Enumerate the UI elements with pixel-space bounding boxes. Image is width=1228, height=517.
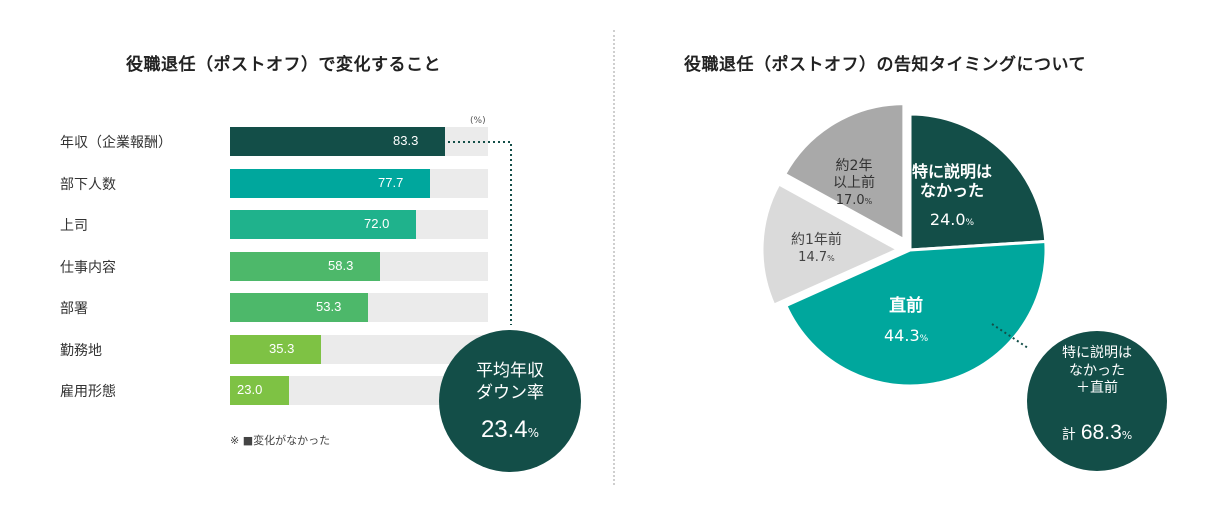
bar <box>230 127 445 156</box>
total-callout-prefix: 計 <box>1061 427 1076 443</box>
callout-value: 23.4 <box>480 416 528 443</box>
pie-slice <box>783 239 1048 388</box>
bar-track: 72.0 <box>230 210 488 239</box>
bar-value-label: 23.0 <box>237 382 263 397</box>
category-label: 部下人数 <box>60 177 116 193</box>
callout-line2: ダウン率 <box>476 383 544 403</box>
category-label: 勤務地 <box>60 343 102 359</box>
total-callout-unit: % <box>1121 429 1133 442</box>
slice-label-two-years: 約2年 以上前 17.0% <box>833 158 875 208</box>
pie-slice <box>782 102 906 243</box>
bar <box>230 335 321 364</box>
total-callout-line1: 特に説明は <box>1062 345 1132 361</box>
average-income-callout: 平均年収 ダウン率 23.4% <box>439 330 581 472</box>
pie-slice <box>760 181 902 308</box>
callout-unit: % <box>527 426 540 440</box>
total-callout-value: 68.3 <box>1080 421 1122 444</box>
bar <box>230 210 416 239</box>
slice-label-just-before: 直前 44.3% <box>884 296 929 346</box>
unit-label: (%) <box>470 116 486 126</box>
bar-value-label: 58.3 <box>328 258 354 273</box>
slice-label-no-explanation: 特に説明は なかった 24.0% <box>912 162 993 230</box>
callout-connector <box>448 141 512 325</box>
bar-track: 83.3 <box>230 127 488 156</box>
slice-label-one-year: 約1年前 14.7% <box>791 232 842 265</box>
bar-track: 58.3 <box>230 252 488 281</box>
bar-value-label: 53.3 <box>316 299 342 314</box>
total-callout: 特に説明は なかった ＋直前 計 68.3% <box>1027 331 1167 471</box>
callout-line1: 平均年収 <box>476 361 544 381</box>
category-label: 上司 <box>60 218 88 234</box>
pie-callout-connector <box>991 323 1029 349</box>
bar-value-label: 72.0 <box>364 216 390 231</box>
category-label: 年収（企業報酬） <box>60 135 172 151</box>
bar <box>230 293 368 322</box>
category-label: 部署 <box>60 301 88 317</box>
right-chart-title: 役職退任（ポストオフ）の告知タイミングについて <box>684 55 1086 75</box>
category-label: 仕事内容 <box>60 260 116 276</box>
pie-slice <box>908 112 1048 252</box>
panel-divider <box>613 30 615 485</box>
left-chart-title: 役職退任（ポストオフ）で変化すること <box>126 55 441 75</box>
bar <box>230 252 380 281</box>
total-callout-line2: なかった <box>1069 362 1125 379</box>
bar-value-label: 77.7 <box>378 175 404 190</box>
bar-footnote: ※ ■変化がなかった <box>230 434 331 447</box>
pie-chart <box>760 102 1048 388</box>
bar-track: 77.7 <box>230 169 488 198</box>
bar <box>230 376 289 405</box>
bar <box>230 169 430 198</box>
total-callout-line3: ＋直前 <box>1076 380 1118 396</box>
category-label: 雇用形態 <box>60 384 116 400</box>
bar-track: 35.3 <box>230 335 488 364</box>
bar-track: 53.3 <box>230 293 488 322</box>
bar-value-label: 35.3 <box>269 341 295 356</box>
bar-value-label: 83.3 <box>393 133 419 148</box>
